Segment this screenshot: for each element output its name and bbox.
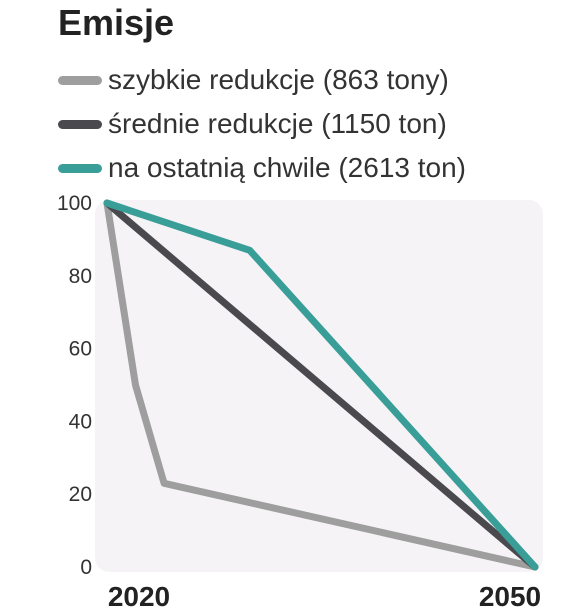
series-line-last-minute [103, 199, 539, 571]
y-tick-label: 20 [69, 483, 92, 506]
series-line-fast [103, 199, 539, 571]
legend-label-last-minute: na ostatnią chwile (2613 ton) [108, 152, 466, 183]
legend-label-fast: szybkie redukcje (863 tony) [108, 64, 449, 95]
series-line-medium [103, 199, 539, 571]
legend-swatch-fast [58, 75, 102, 85]
y-tick-label: 100 [57, 192, 92, 215]
y-tick-label: 40 [69, 410, 92, 433]
legend-item-medium: średnie redukcje (1150 ton) [58, 102, 466, 146]
legend: szybkie redukcje (863 tony) średnie redu… [58, 58, 466, 190]
y-tick-label: 80 [69, 265, 92, 288]
y-tick-label: 60 [69, 338, 92, 361]
x-tick-label: 2020 [108, 581, 170, 612]
legend-swatch-last-minute [58, 163, 102, 173]
chart-title: Emisje [58, 2, 175, 43]
x-tick-label: 2050 [479, 581, 541, 612]
y-tick-label: 0 [80, 556, 92, 579]
legend-label-medium: średnie redukcje (1150 ton) [108, 108, 447, 139]
legend-swatch-medium [58, 119, 102, 129]
legend-item-last-minute: na ostatnią chwile (2613 ton) [58, 146, 466, 190]
legend-item-fast: szybkie redukcje (863 tony) [58, 58, 466, 102]
